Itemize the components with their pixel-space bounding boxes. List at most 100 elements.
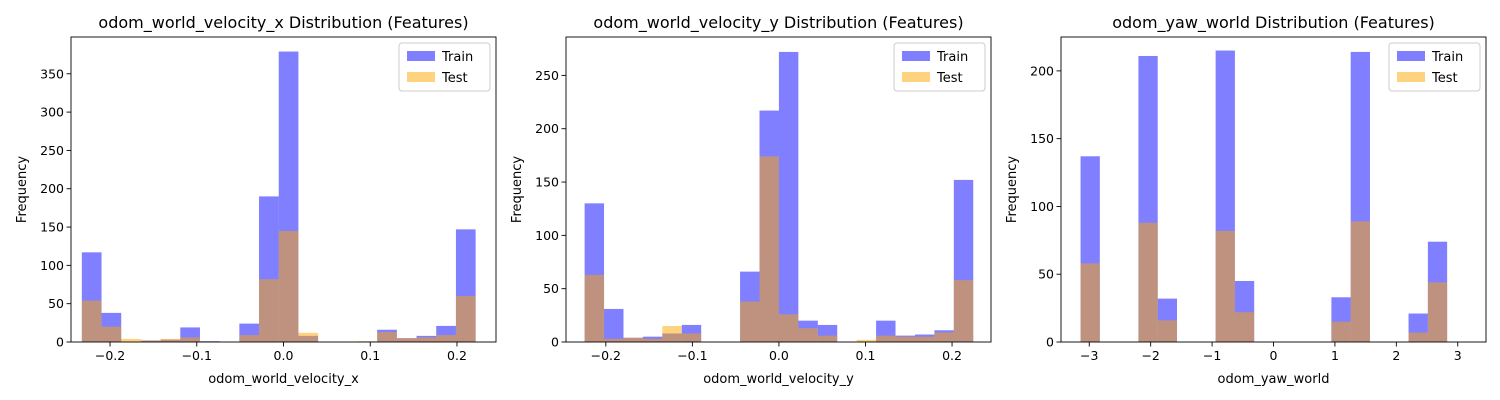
bar-test [239, 335, 260, 342]
y-tick-label: 50 [48, 296, 64, 311]
chart-title: odom_world_velocity_y Distribution (Feat… [593, 13, 963, 33]
bar-test [1215, 230, 1235, 342]
y-tick-label: 200 [535, 121, 559, 136]
chart-panel-2: −0.2 −0.1 0.0 0.1 0.2 0 50 100 150 200 250 odom_wor… [510, 13, 992, 387]
bar-test [584, 274, 605, 342]
y-tick-label: 50 [543, 281, 559, 296]
chart-title: odom_yaw_world Distribution (Features) [1112, 13, 1435, 33]
legend-label-train: Train [936, 50, 968, 65]
bar-test [817, 335, 838, 342]
x-tick-label: 0.2 [447, 348, 467, 363]
y-tick-label: 100 [535, 228, 559, 243]
x-tick-label: −0.2 [591, 348, 621, 363]
bar-test [455, 296, 476, 342]
legend-swatch-train [1397, 51, 1425, 61]
bar-test [416, 337, 437, 342]
bar-test [623, 337, 643, 342]
y-tick-label: 150 [1030, 131, 1054, 146]
bar-test [81, 300, 102, 342]
y-axis-label: Frequency [510, 156, 525, 223]
bar-test [934, 332, 954, 342]
bar-test [436, 335, 456, 342]
bar-test [1157, 320, 1178, 342]
bar-test [740, 301, 760, 342]
legend-swatch-test [1397, 72, 1425, 82]
bar-test [681, 333, 702, 342]
bar-test [662, 326, 682, 342]
y-tick-label: 100 [1030, 199, 1054, 214]
bar-test [604, 338, 624, 342]
x-tick-label: 3 [1454, 348, 1462, 363]
legend: Train Test [398, 42, 491, 92]
bar-test [856, 339, 877, 342]
x-tick-label: 0.0 [769, 348, 789, 363]
bar-test [259, 279, 279, 342]
y-tick-label: 0 [1046, 335, 1054, 350]
legend-label-test: Test [1431, 71, 1458, 86]
bar-test [1350, 221, 1370, 342]
y-tick-label: 150 [40, 220, 64, 235]
bar-test [778, 314, 799, 342]
bar-test [180, 337, 200, 342]
bar-test [298, 332, 319, 342]
bar-test [377, 332, 397, 342]
x-tick-label: 0 [1270, 348, 1278, 363]
bar-train [604, 308, 624, 342]
bar-train [778, 51, 799, 343]
series-test [81, 230, 476, 342]
y-tick-label: 300 [40, 105, 64, 120]
x-tick-label: −1 [1203, 348, 1221, 363]
bar-test [1138, 222, 1158, 342]
legend-swatch-train [407, 51, 435, 61]
bar-test [278, 230, 299, 342]
legend-label-test: Test [441, 71, 468, 86]
series-test [1080, 221, 1448, 342]
legend: Train Test [893, 42, 986, 92]
legend-label-test: Test [936, 71, 963, 86]
series-train [1080, 50, 1448, 343]
bar-test [798, 328, 818, 342]
x-tick-label: 0.2 [942, 348, 962, 363]
y-tick-label: 100 [40, 258, 64, 273]
x-tick-label: 0.1 [856, 348, 876, 363]
x-tick-label: 2 [1392, 348, 1400, 363]
bar-test [642, 338, 663, 342]
legend-swatch-test [902, 72, 930, 82]
bar-test [1427, 282, 1448, 342]
x-tick-label: 0.0 [274, 348, 294, 363]
y-tick-label: 200 [40, 181, 64, 196]
y-tick-label: 50 [1038, 267, 1054, 282]
legend-label-train: Train [1431, 50, 1463, 65]
y-tick-label: 200 [1030, 63, 1054, 78]
x-tick-label: 1 [1331, 348, 1339, 363]
y-tick-label: 150 [535, 175, 559, 190]
chart-title: odom_world_velocity_x Distribution (Feat… [98, 13, 468, 33]
y-tick-label: 350 [40, 66, 64, 81]
x-tick-label: −2 [1141, 348, 1159, 363]
y-axis-label: Frequency [1005, 156, 1020, 223]
bar-test [914, 336, 935, 342]
y-axis-label: Frequency [15, 156, 30, 223]
bar-test [876, 335, 896, 342]
x-tick-label: −0.2 [95, 348, 125, 363]
bar-test [759, 156, 779, 342]
x-tick-label: −0.1 [182, 348, 212, 363]
chart-panel-3: −3 −2 −1 0 1 2 3 0 50 100 150 200 odom_yaw_world Dis… [1005, 13, 1487, 387]
bar-test [895, 336, 915, 342]
legend: Train Test [1388, 42, 1481, 92]
bar-test [396, 338, 417, 342]
y-tick-label: 0 [551, 335, 559, 350]
x-tick-label: 0.1 [360, 348, 380, 363]
bar-test [953, 280, 974, 342]
legend-swatch-test [407, 72, 435, 82]
bar-test [101, 326, 122, 342]
bar-test [1331, 321, 1351, 342]
bar-test [160, 338, 181, 342]
y-tick-label: 250 [535, 68, 559, 83]
x-axis-label: odom_yaw_world [1218, 372, 1330, 387]
bar-test [1080, 263, 1100, 342]
x-axis-label: odom_world_velocity_x [208, 372, 359, 387]
legend-swatch-train [902, 51, 930, 61]
y-tick-label: 0 [56, 335, 64, 350]
